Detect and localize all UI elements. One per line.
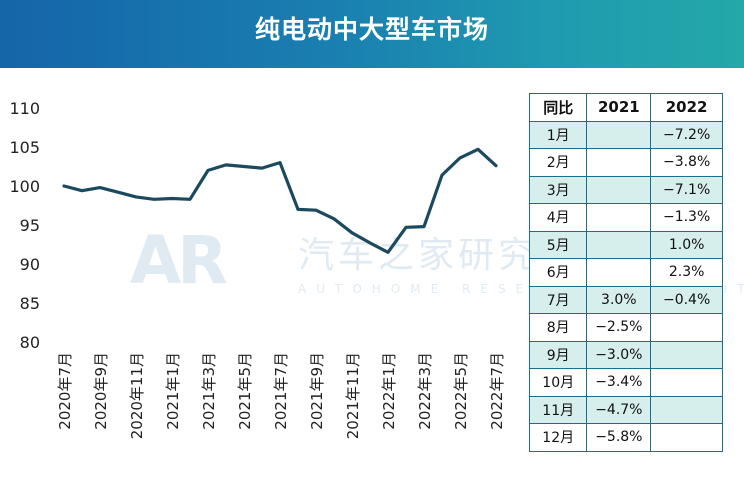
month-cell: 6月	[528, 258, 588, 287]
table-row: 11月 −4.7%	[528, 395, 723, 424]
value-2022-cell: −3.8%	[650, 148, 723, 177]
value-2022-cell: −7.2%	[650, 120, 723, 149]
series-line	[62, 147, 498, 254]
y-tick-label: 105	[9, 138, 40, 157]
x-axis: 2020年7月 2020年9月 2020年11月 2021年1月 2021年3月 2021…	[56, 352, 506, 439]
table-header-row: 同比 2021 2022	[528, 93, 723, 122]
x-tick-label: 2022年3月	[416, 352, 434, 430]
header-banner: 纯电动中大型车市场	[0, 0, 744, 68]
x-tick-label: 2020年9月	[92, 352, 110, 430]
x-tick-label: 2021年7月	[272, 352, 290, 430]
x-tick-label: 2022年1月	[380, 352, 398, 430]
y-tick-label: 85	[20, 294, 40, 313]
x-tick-label: 2021年9月	[308, 352, 326, 430]
table-row: 9月 −3.0%	[528, 340, 723, 369]
x-tick-label: 2022年5月	[452, 352, 470, 430]
month-cell: 11月	[528, 395, 588, 424]
month-cell: 10月	[528, 368, 588, 397]
value-2022-cell: −1.3%	[650, 203, 723, 232]
value-2022-cell	[650, 368, 723, 397]
y-axis: 80 85 90 95 100 105 110	[9, 99, 40, 352]
table-row: 12月 −5.8%	[528, 423, 723, 452]
value-2022-cell	[650, 423, 723, 452]
value-2021-cell	[586, 258, 652, 287]
x-tick-label: 2022年7月	[488, 352, 506, 430]
month-cell: 7月	[528, 285, 588, 314]
value-2021-cell	[586, 203, 652, 232]
x-tick-label: 2020年7月	[56, 352, 74, 430]
value-2022-cell: 2.3%	[650, 258, 723, 287]
series-layer	[62, 147, 498, 254]
table-row: 6月 2.3%	[528, 258, 723, 287]
table-row: 4月 −1.3%	[528, 203, 723, 232]
value-2022-cell	[650, 340, 723, 369]
table-row: 3月 −7.1%	[528, 175, 723, 204]
table-row: 1月 −7.2%	[528, 120, 723, 149]
table-row: 5月 1.0%	[528, 230, 723, 259]
y-tick-label: 80	[20, 333, 40, 352]
value-2021-cell: 3.0%	[586, 285, 652, 314]
table-row: 7月 3.0% −0.4%	[528, 285, 723, 314]
month-cell: 9月	[528, 340, 588, 369]
value-2022-cell: 1.0%	[650, 230, 723, 259]
value-2021-cell: −5.8%	[586, 423, 652, 452]
x-tick-label: 2021年1月	[164, 352, 182, 430]
value-2021-cell: −4.7%	[586, 395, 652, 424]
value-2021-cell: −3.0%	[586, 340, 652, 369]
month-cell: 3月	[528, 175, 588, 204]
month-cell: 1月	[528, 120, 588, 149]
y-tick-label: 90	[20, 255, 40, 274]
x-tick-label: 2020年11月	[128, 352, 146, 439]
month-cell: 8月	[528, 313, 588, 342]
y-tick-label: 110	[9, 99, 40, 118]
line-chart: 80 85 90 95 100 105 110 2020年7月 2020年9月 2020年11月…	[9, 99, 506, 439]
value-2021-cell: −2.5%	[586, 313, 652, 342]
y-tick-label: 95	[20, 216, 40, 235]
value-2022-cell	[650, 313, 723, 342]
table-header-cell: 同比	[528, 93, 588, 122]
x-tick-label: 2021年3月	[200, 352, 218, 430]
table-header-cell: 2021	[586, 93, 652, 122]
value-2021-cell	[586, 175, 652, 204]
x-tick-label: 2021年11月	[344, 352, 362, 439]
page-title: 纯电动中大型车市场	[254, 15, 489, 44]
value-2021-cell	[586, 230, 652, 259]
month-cell: 4月	[528, 203, 588, 232]
yoy-table: 同比 2021 2022 1月 −7.2% 2月 −3.8% 3月 −7.1% 4月 −1.3…	[528, 93, 723, 452]
table-row: 8月 −2.5%	[528, 313, 723, 342]
table-header-cell: 2022	[650, 93, 723, 122]
value-2021-cell	[586, 120, 652, 149]
value-2021-cell: −3.4%	[586, 368, 652, 397]
x-tick-label: 2021年5月	[236, 352, 254, 430]
table-row: 10月 −3.4%	[528, 368, 723, 397]
value-2022-cell: −0.4%	[650, 285, 723, 314]
month-cell: 2月	[528, 148, 588, 177]
table-row: 2月 −3.8%	[528, 148, 723, 177]
value-2022-cell: −7.1%	[650, 175, 723, 204]
value-2022-cell	[650, 395, 723, 424]
month-cell: 5月	[528, 230, 588, 259]
value-2021-cell	[586, 148, 652, 177]
month-cell: 12月	[528, 423, 588, 452]
y-tick-label: 100	[9, 177, 40, 196]
